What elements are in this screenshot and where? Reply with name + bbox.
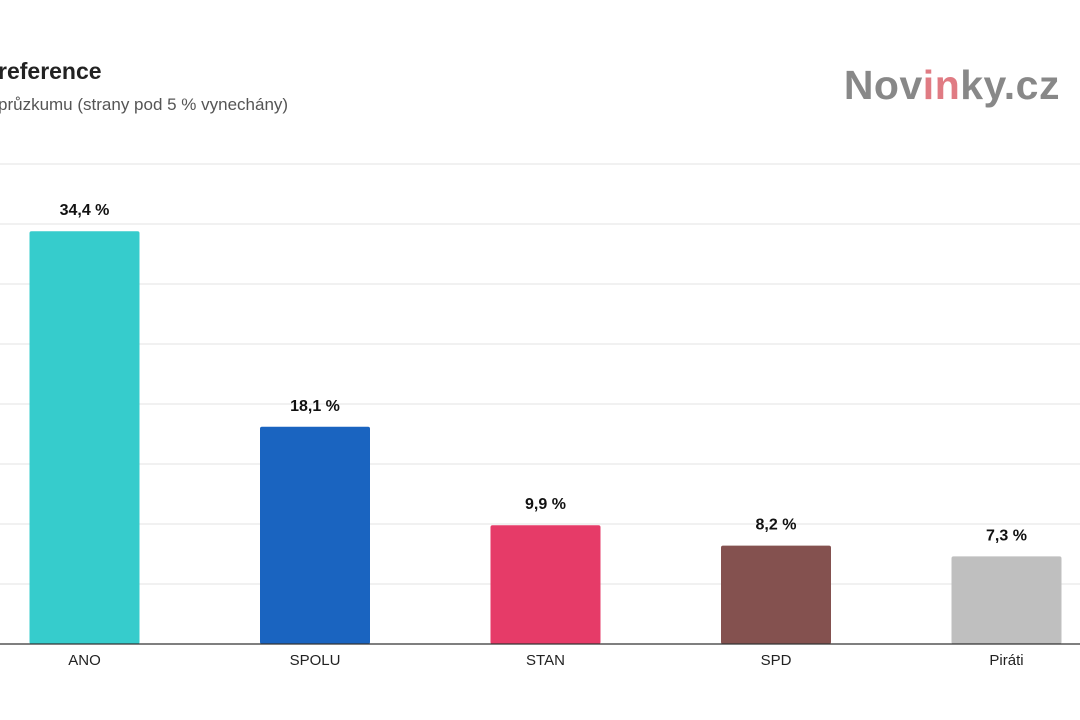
gridlines — [0, 163, 1080, 585]
logo-text-start: Nov — [843, 62, 923, 108]
bar-stan — [490, 525, 601, 644]
value-label-ano: 34,4 % — [60, 202, 110, 219]
category-label-ano: ANO — [68, 652, 101, 669]
category-label-spd: SPD — [761, 652, 792, 669]
logo-text-end: ky.cz — [960, 62, 1060, 108]
category-label-spolu: SPOLU — [290, 652, 341, 669]
bar-ano — [29, 231, 140, 644]
novinky-logo: Novinky.cz — [844, 62, 1060, 109]
bar-spolu — [260, 426, 370, 644]
category-label-piráti: Piráti — [989, 652, 1023, 669]
value-label-piráti: 7,3 % — [986, 527, 1027, 544]
value-label-spolu: 18,1 % — [290, 398, 340, 415]
value-label-spd: 8,2 % — [756, 517, 797, 534]
chart-subtitle: průzkumu (strany pod 5 % vynechány) — [0, 95, 289, 114]
value-labels: 34,4 % 18,1 % 9,9 % 8,2 % 7,3 % — [60, 202, 1027, 544]
value-label-stan: 9,9 % — [525, 496, 566, 513]
bar-piráti — [951, 556, 1062, 644]
bars — [29, 231, 1062, 644]
logo-text-highlight: in — [922, 62, 961, 108]
bar-spd — [721, 545, 831, 644]
category-labels: ANO SPOLU STAN SPD Piráti — [68, 652, 1023, 669]
chart-title: reference — [0, 58, 102, 84]
category-label-stan: STAN — [526, 652, 565, 669]
